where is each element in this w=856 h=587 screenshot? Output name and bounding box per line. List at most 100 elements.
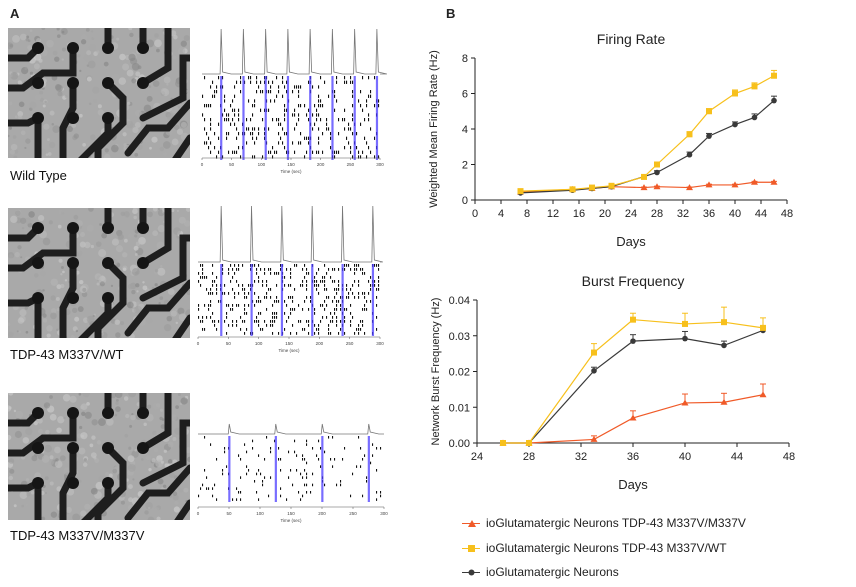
data-point (771, 97, 777, 104)
series-line-wildtype (520, 100, 775, 194)
legend-label-homozygous: ioGlutamatergic Neurons TDP-43 M337V/M33… (486, 516, 746, 530)
legend-line-heterozygous (462, 545, 480, 553)
raster-burst-marker (242, 76, 245, 160)
x-tick-label: 24 (625, 208, 637, 220)
y-tick-label: 0.03 (449, 331, 470, 343)
legend-line-homozygous (462, 520, 480, 528)
x-tick-label: 48 (781, 208, 793, 220)
row-label-homozygous: TDP-43 M337V/M337V (10, 528, 145, 543)
row-label-wild-type: Wild Type (10, 168, 67, 183)
raster-tick-label: 0 (197, 341, 200, 346)
x-tick-label: 4 (498, 208, 504, 220)
y-tick-label: 0 (462, 195, 468, 207)
raster-burst-marker (274, 436, 277, 502)
data-point (640, 184, 648, 191)
mea-image-homozygous (8, 393, 190, 520)
raster-burst-marker (286, 76, 290, 160)
legend-label-heterozygous: ioGlutamatergic Neurons TDP-43 M337V/WT (486, 541, 727, 555)
y-tick-label: 0.04 (449, 295, 470, 307)
electrode-pattern-icon (8, 393, 190, 520)
data-point (591, 349, 597, 356)
y-tick-label: 2 (462, 160, 468, 172)
x-tick-label: 40 (679, 451, 691, 463)
x-tick-label: 44 (731, 451, 743, 463)
x-tick-label: 44 (755, 208, 767, 220)
raster-tick-label: 200 (317, 162, 325, 167)
x-tick-label: 28 (651, 208, 663, 220)
data-point (630, 338, 636, 344)
raster-burst-marker (250, 264, 253, 336)
chart-title: Firing Rate (597, 31, 666, 47)
data-point (686, 151, 693, 158)
raster-tick-label: 150 (287, 162, 295, 167)
row-label-heterozygous: TDP-43 M337V/WT (10, 347, 124, 362)
burst-frequency-chart: Burst Frequency 0.00 0.01 0.02 0.03 0.04 24 28 3… (430, 273, 795, 492)
raster-tick-label: 0 (201, 162, 204, 167)
raster-tick-label: 50 (226, 511, 232, 516)
raster-burst-marker (321, 436, 324, 502)
legend-item-wildtype: ioGlutamatergic Neurons (462, 565, 619, 579)
x-tick-label: 36 (627, 451, 639, 463)
raster-burst-marker (371, 264, 375, 336)
x-tick-label: 36 (703, 208, 715, 220)
data-point (653, 183, 661, 190)
x-axis-label: Days (616, 234, 646, 249)
data-point (686, 184, 693, 191)
x-tick-label: 32 (677, 208, 689, 220)
raster-burst-marker (331, 76, 334, 160)
raster-plot-heterozygous: 0 50 100 150 200 250 300 Time (sec) (197, 205, 384, 353)
legend-item-heterozygous: ioGlutamatergic Neurons TDP-43 M337V/WT (462, 541, 727, 555)
data-point (751, 114, 758, 121)
x-tick-label: 16 (573, 208, 585, 220)
electrode-pattern-icon (8, 28, 190, 158)
y-axis-label: Network Burst Frequency (Hz) (430, 298, 442, 446)
mea-image-heterozygous (8, 208, 190, 338)
raster-burst-marker (220, 264, 223, 336)
raster-tick-label: 100 (255, 341, 263, 346)
data-point (641, 173, 647, 180)
data-point (751, 83, 758, 90)
raster-burst-marker (264, 76, 267, 160)
data-point (705, 181, 713, 188)
legend-item-homozygous: ioGlutamatergic Neurons TDP-43 M337V/M33… (462, 516, 746, 530)
raster-tick-label: 250 (346, 341, 354, 346)
raster-plot-wild-type: 0 50 100 150 200 250 300 Time (sec) (201, 28, 387, 174)
x-tick-label: 40 (729, 208, 741, 220)
square-marker-icon (468, 545, 475, 553)
data-point (681, 399, 689, 406)
data-point (517, 188, 524, 195)
data-point (526, 440, 532, 446)
y-tick-label: 8 (462, 53, 468, 65)
x-tick-label: 8 (524, 208, 530, 220)
raster-tick-label: 100 (258, 162, 266, 167)
raster-burst-marker (375, 76, 379, 160)
y-tick-label: 0.02 (449, 367, 470, 379)
y-tick-label: 0.01 (449, 402, 470, 414)
raster-plot-homozygous: 0 50 100 150 200 250 300 Time (sec) (197, 423, 388, 523)
data-point (608, 182, 615, 189)
data-point (731, 181, 739, 188)
raster-tick-label: 150 (285, 341, 293, 346)
x-tick-label: 24 (471, 451, 483, 463)
raster-tick-label: 200 (316, 341, 324, 346)
raster-burst-marker (311, 264, 314, 336)
data-point (630, 316, 636, 323)
y-tick-label: 4 (462, 124, 468, 136)
raster-activity-trace (198, 423, 384, 435)
raster-axis-label: Time (sec) (280, 518, 302, 523)
y-tick-label: 0.00 (449, 438, 470, 450)
panel-a-label: A (10, 6, 20, 21)
data-point (590, 435, 598, 442)
x-tick-label: 32 (575, 451, 587, 463)
data-point (760, 324, 766, 331)
data-point (589, 184, 595, 191)
chart-title: Burst Frequency (582, 273, 685, 289)
x-tick-label: 0 (472, 208, 478, 220)
x-tick-label: 28 (523, 451, 535, 463)
raster-tick-label: 50 (229, 162, 235, 167)
data-point (629, 414, 637, 421)
legend-line-wildtype (462, 569, 480, 576)
raster-axis-label: Time (sec) (278, 348, 300, 353)
raster-tick-label: 250 (347, 162, 355, 167)
